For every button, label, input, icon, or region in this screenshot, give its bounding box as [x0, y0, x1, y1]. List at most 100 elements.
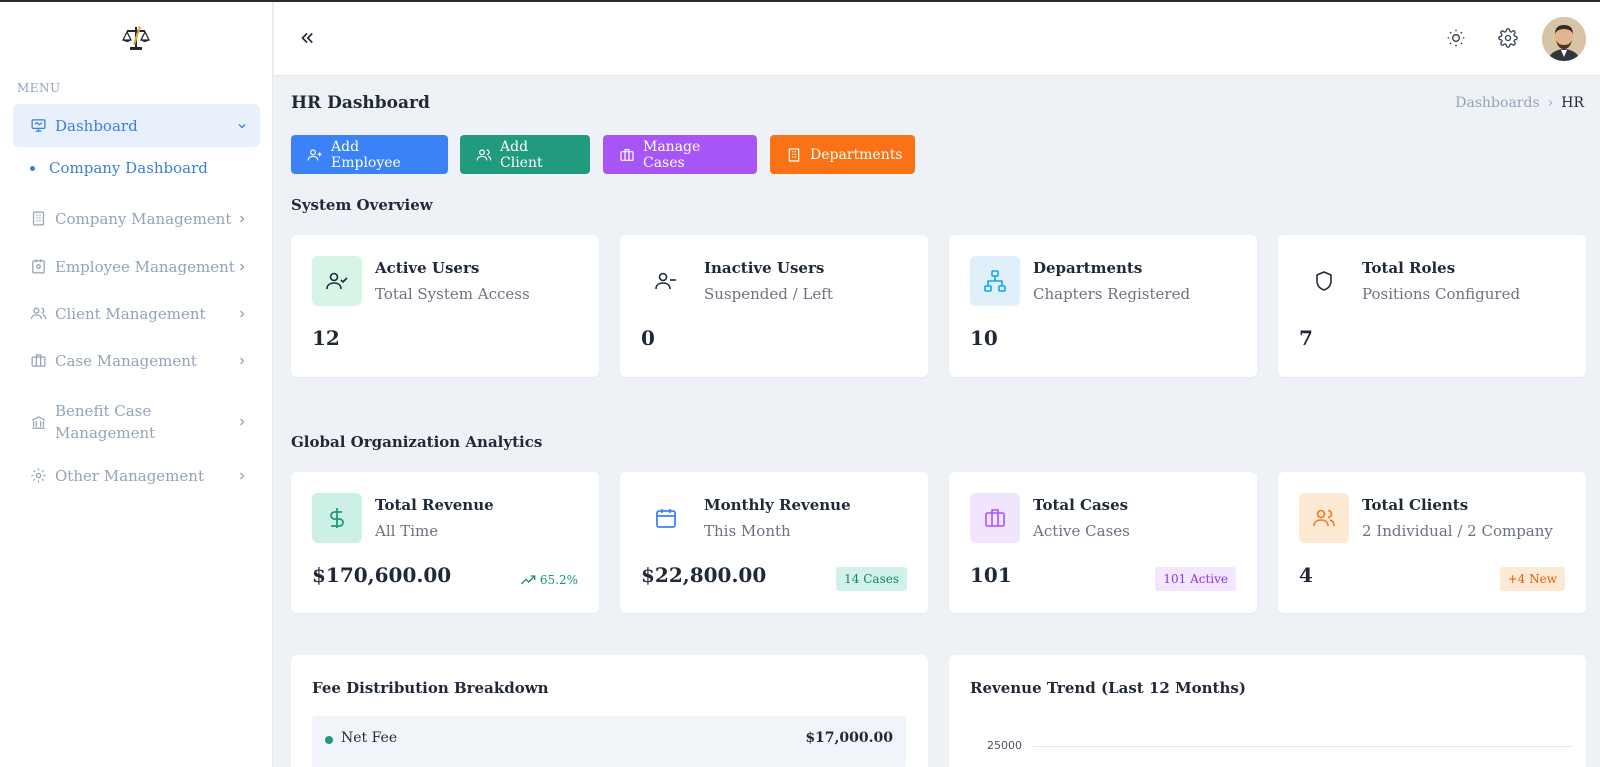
dollar-icon — [312, 493, 362, 543]
card-value: 101 — [970, 563, 1012, 587]
card-title: Monthly Revenue — [704, 496, 851, 514]
sidebar-item-dashboard[interactable]: Dashboard — [13, 104, 260, 147]
briefcase-icon — [30, 352, 47, 369]
sun-icon[interactable] — [1445, 27, 1467, 49]
card-value: 12 — [312, 326, 340, 350]
manage-cases-button[interactable]: Manage Cases — [603, 135, 757, 174]
stat-card-monthly-revenue: Monthly Revenue This Month $22,800.00 14… — [620, 472, 928, 613]
user-minus-icon — [641, 256, 691, 306]
sidebar-item-client-management[interactable]: Client Management — [13, 292, 260, 335]
card-subtitle: All Time — [375, 522, 439, 540]
section-title-analytics: Global Organization Analytics — [291, 433, 543, 451]
card-value: $170,600.00 — [312, 563, 452, 587]
menu-title: MENU — [17, 81, 61, 95]
card-subtitle: This Month — [704, 522, 791, 540]
breadcrumb: Dashboards › HR — [1455, 95, 1584, 111]
sidebar-subitem-label: Company Dashboard — [49, 159, 208, 177]
card-value: 0 — [641, 326, 655, 350]
section-title-system-overview: System Overview — [291, 196, 433, 214]
fee-distribution-panel: Fee Distribution Breakdown Net Fee $17,0… — [291, 655, 928, 767]
briefcase-icon — [620, 148, 634, 161]
monitor-icon — [30, 117, 47, 134]
sidebar-item-company-management[interactable]: Company Management — [13, 197, 260, 240]
stat-card-total-clients: Total Clients 2 Individual / 2 Company 4… — [1278, 472, 1586, 613]
sitemap-icon — [970, 256, 1020, 306]
card-subtitle: Chapters Registered — [1033, 285, 1191, 303]
bullet-dot — [30, 165, 35, 171]
user-plus-icon — [307, 148, 322, 160]
briefcase-icon — [970, 493, 1020, 543]
sidebar-item-other-management[interactable]: Other Management — [13, 454, 260, 497]
card-subtitle: Positions Configured — [1362, 285, 1521, 303]
stat-card-inactive-users: Inactive Users Suspended / Left 0 — [620, 235, 928, 377]
y-axis-tick: 25000 — [987, 739, 1022, 752]
add-employee-button[interactable]: Add Employee — [291, 135, 448, 174]
breadcrumb-parent[interactable]: Dashboards — [1455, 95, 1540, 111]
cog-icon — [30, 467, 47, 484]
chevron-right-icon — [236, 416, 248, 428]
bank-icon — [30, 414, 47, 431]
departments-label: Departments — [810, 146, 903, 163]
legend-dot — [325, 736, 333, 744]
trend-value: 65.2% — [539, 573, 578, 587]
add-client-label: Add Client — [500, 138, 543, 171]
panel-title: Fee Distribution Breakdown — [312, 679, 549, 697]
sidebar-item-label: Employee Management — [55, 257, 235, 276]
building-icon — [30, 210, 47, 227]
sidebar-item-label: Dashboard — [55, 116, 138, 135]
chevron-right-icon — [236, 261, 248, 273]
add-employee-label: Add Employee — [331, 138, 401, 171]
card-title: Total Roles — [1362, 259, 1456, 277]
manage-cases-label: Manage Cases — [643, 138, 701, 171]
card-subtitle: Active Cases — [1033, 522, 1130, 540]
card-title: Inactive Users — [704, 259, 825, 277]
card-title: Total Cases — [1033, 496, 1129, 514]
card-value: 7 — [1299, 326, 1313, 350]
card-value: 10 — [970, 326, 998, 350]
card-value: 4 — [1299, 563, 1313, 587]
active-badge: 101 Active — [1155, 567, 1236, 591]
breadcrumb-current: HR — [1561, 95, 1584, 111]
collapse-sidebar-icon[interactable] — [296, 27, 318, 49]
stat-card-total-cases: Total Cases Active Cases 101 101 Active — [949, 472, 1257, 613]
fee-label: Net Fee — [341, 730, 398, 746]
sidebar-subitem-company-dashboard[interactable]: Company Dashboard — [30, 159, 208, 177]
chevron-right-icon — [236, 470, 248, 482]
stat-card-total-roles: Total Roles Positions Configured 7 — [1278, 235, 1586, 377]
chevron-right-icon — [236, 213, 248, 225]
trend-indicator: 65.2% — [520, 573, 578, 587]
stat-card-total-revenue: Total Revenue All Time $170,600.00 65.2% — [291, 472, 599, 613]
departments-button[interactable]: Departments — [770, 135, 915, 174]
chevron-down-icon — [236, 120, 248, 132]
fee-value: $17,000.00 — [805, 730, 893, 746]
gridline — [1033, 746, 1573, 747]
gear-icon[interactable] — [1497, 27, 1519, 49]
add-client-button[interactable]: Add Client — [460, 135, 590, 174]
avatar[interactable] — [1542, 17, 1586, 61]
users-icon — [1299, 493, 1349, 543]
sidebar-item-label: Case Management — [55, 351, 197, 370]
sidebar: MENU Dashboard Company Dashboard Company… — [0, 2, 273, 767]
new-badge: +4 New — [1499, 567, 1565, 591]
card-value: $22,800.00 — [641, 563, 767, 587]
sidebar-item-benefit-case-management[interactable]: Benefit Case Management — [13, 397, 260, 447]
card-subtitle: Total System Access — [375, 285, 530, 303]
card-title: Departments — [1033, 259, 1143, 277]
sidebar-item-label: Benefit Case Management — [55, 402, 156, 442]
sidebar-item-employee-management[interactable]: Employee Management — [13, 245, 260, 288]
sidebar-item-case-management[interactable]: Case Management — [13, 339, 260, 382]
card-title: Total Revenue — [375, 496, 494, 514]
stat-card-active-users: Active Users Total System Access 12 — [291, 235, 599, 377]
logo-scales-icon[interactable] — [121, 24, 151, 52]
chevron-right-icon — [236, 308, 248, 320]
page-title: HR Dashboard — [291, 93, 430, 113]
breadcrumb-separator: › — [1547, 95, 1554, 111]
users-icon — [30, 305, 47, 322]
window-top-border — [0, 0, 1600, 2]
panel-title: Revenue Trend (Last 12 Months) — [970, 679, 1246, 697]
card-subtitle: 2 Individual / 2 Company — [1362, 522, 1553, 540]
calendar-icon — [641, 493, 691, 543]
revenue-trend-panel: Revenue Trend (Last 12 Months) 25000 — [949, 655, 1586, 767]
user-check-icon — [312, 256, 362, 306]
trending-up-icon — [520, 575, 536, 585]
